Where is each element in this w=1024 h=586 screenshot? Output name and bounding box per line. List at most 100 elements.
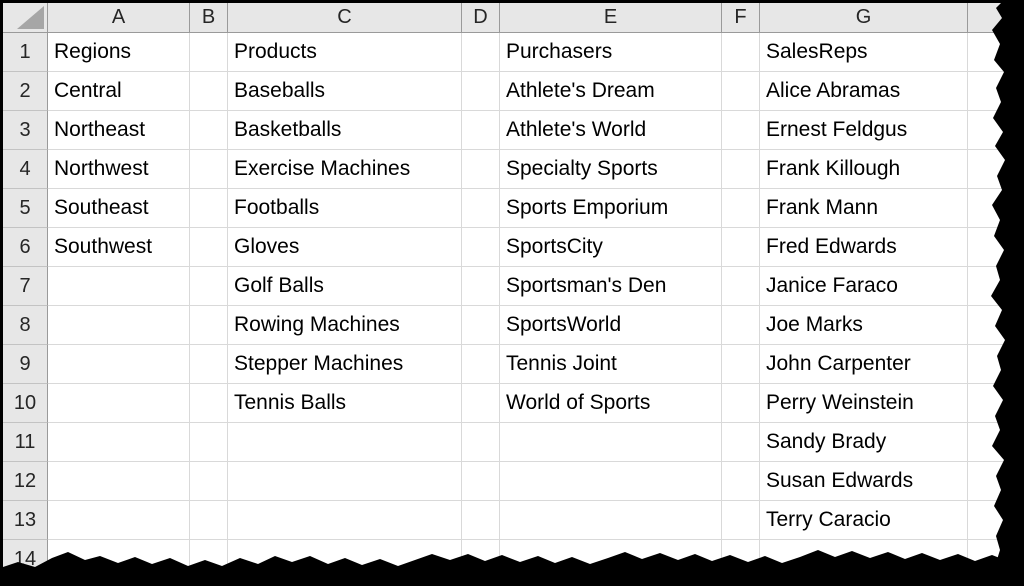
cell-F11[interactable] xyxy=(722,423,760,462)
cell-partial1[interactable] xyxy=(968,33,1024,72)
cell-partial3[interactable] xyxy=(968,111,1024,150)
cell-D1[interactable] xyxy=(462,33,500,72)
cell-E7[interactable]: Sportsman's Den xyxy=(500,267,722,306)
cell-G7[interactable]: Janice Faraco xyxy=(760,267,968,306)
cell-E2[interactable]: Athlete's Dream xyxy=(500,72,722,111)
cell-partial2[interactable] xyxy=(968,72,1024,111)
cell-B9[interactable] xyxy=(190,345,228,384)
cell-D9[interactable] xyxy=(462,345,500,384)
cell-F8[interactable] xyxy=(722,306,760,345)
row-header-1[interactable]: 1 xyxy=(3,33,48,72)
cell-A7[interactable] xyxy=(48,267,190,306)
cell-A2[interactable]: Central xyxy=(48,72,190,111)
cell-B12[interactable] xyxy=(190,462,228,501)
cell-C14[interactable] xyxy=(228,540,462,579)
cell-C6[interactable]: Gloves xyxy=(228,228,462,267)
cell-C2[interactable]: Baseballs xyxy=(228,72,462,111)
cell-partial13[interactable] xyxy=(968,501,1024,540)
cell-partial14[interactable] xyxy=(968,540,1024,579)
column-header-C[interactable]: C xyxy=(228,3,462,33)
cell-partial5[interactable] xyxy=(968,189,1024,228)
cell-G12[interactable]: Susan Edwards xyxy=(760,462,968,501)
cell-A6[interactable]: Southwest xyxy=(48,228,190,267)
row-header-13[interactable]: 13 xyxy=(3,501,48,540)
cell-G5[interactable]: Frank Mann xyxy=(760,189,968,228)
cell-G8[interactable]: Joe Marks xyxy=(760,306,968,345)
cell-G2[interactable]: Alice Abramas xyxy=(760,72,968,111)
cell-A1[interactable]: Regions xyxy=(48,33,190,72)
cell-B5[interactable] xyxy=(190,189,228,228)
column-header-E[interactable]: E xyxy=(500,3,722,33)
row-header-9[interactable]: 9 xyxy=(3,345,48,384)
cell-partial8[interactable] xyxy=(968,306,1024,345)
cell-D13[interactable] xyxy=(462,501,500,540)
cell-A10[interactable] xyxy=(48,384,190,423)
cell-G6[interactable]: Fred Edwards xyxy=(760,228,968,267)
cell-D7[interactable] xyxy=(462,267,500,306)
cell-E8[interactable]: SportsWorld xyxy=(500,306,722,345)
cell-A9[interactable] xyxy=(48,345,190,384)
cell-B13[interactable] xyxy=(190,501,228,540)
cell-G14[interactable] xyxy=(760,540,968,579)
cell-E9[interactable]: Tennis Joint xyxy=(500,345,722,384)
cell-D4[interactable] xyxy=(462,150,500,189)
cell-D12[interactable] xyxy=(462,462,500,501)
cell-G13[interactable]: Terry Caracio xyxy=(760,501,968,540)
cell-D11[interactable] xyxy=(462,423,500,462)
cell-partial11[interactable] xyxy=(968,423,1024,462)
cell-E6[interactable]: SportsCity xyxy=(500,228,722,267)
cell-B8[interactable] xyxy=(190,306,228,345)
row-header-4[interactable]: 4 xyxy=(3,150,48,189)
row-header-7[interactable]: 7 xyxy=(3,267,48,306)
cell-A14[interactable] xyxy=(48,540,190,579)
row-header-5[interactable]: 5 xyxy=(3,189,48,228)
column-header-B[interactable]: B xyxy=(190,3,228,33)
column-header-G[interactable]: G xyxy=(760,3,968,33)
cell-G11[interactable]: Sandy Brady xyxy=(760,423,968,462)
row-header-12[interactable]: 12 xyxy=(3,462,48,501)
column-header-A[interactable]: A xyxy=(48,3,190,33)
cell-A3[interactable]: Northeast xyxy=(48,111,190,150)
cell-E3[interactable]: Athlete's World xyxy=(500,111,722,150)
cell-F1[interactable] xyxy=(722,33,760,72)
cell-B10[interactable] xyxy=(190,384,228,423)
cell-C12[interactable] xyxy=(228,462,462,501)
cell-A5[interactable]: Southeast xyxy=(48,189,190,228)
cell-B7[interactable] xyxy=(190,267,228,306)
cell-F14[interactable] xyxy=(722,540,760,579)
cell-D14[interactable] xyxy=(462,540,500,579)
cell-F9[interactable] xyxy=(722,345,760,384)
cell-D10[interactable] xyxy=(462,384,500,423)
cell-partial9[interactable] xyxy=(968,345,1024,384)
cell-E11[interactable] xyxy=(500,423,722,462)
cell-D6[interactable] xyxy=(462,228,500,267)
column-header-F[interactable]: F xyxy=(722,3,760,33)
row-header-8[interactable]: 8 xyxy=(3,306,48,345)
cell-A11[interactable] xyxy=(48,423,190,462)
cell-partial12[interactable] xyxy=(968,462,1024,501)
cell-F6[interactable] xyxy=(722,228,760,267)
cell-B14[interactable] xyxy=(190,540,228,579)
cell-F4[interactable] xyxy=(722,150,760,189)
cell-B2[interactable] xyxy=(190,72,228,111)
cell-D8[interactable] xyxy=(462,306,500,345)
column-header-D[interactable]: D xyxy=(462,3,500,33)
cell-F2[interactable] xyxy=(722,72,760,111)
cell-F12[interactable] xyxy=(722,462,760,501)
cell-G10[interactable]: Perry Weinstein xyxy=(760,384,968,423)
cell-E1[interactable]: Purchasers xyxy=(500,33,722,72)
cell-F5[interactable] xyxy=(722,189,760,228)
cell-A8[interactable] xyxy=(48,306,190,345)
cell-F10[interactable] xyxy=(722,384,760,423)
cell-C11[interactable] xyxy=(228,423,462,462)
cell-partial4[interactable] xyxy=(968,150,1024,189)
cell-C3[interactable]: Basketballs xyxy=(228,111,462,150)
column-header-partial[interactable] xyxy=(968,3,1024,33)
cell-D5[interactable] xyxy=(462,189,500,228)
cell-B1[interactable] xyxy=(190,33,228,72)
cell-F7[interactable] xyxy=(722,267,760,306)
cell-partial6[interactable] xyxy=(968,228,1024,267)
cell-G1[interactable]: SalesReps xyxy=(760,33,968,72)
cell-C10[interactable]: Tennis Balls xyxy=(228,384,462,423)
cell-B6[interactable] xyxy=(190,228,228,267)
